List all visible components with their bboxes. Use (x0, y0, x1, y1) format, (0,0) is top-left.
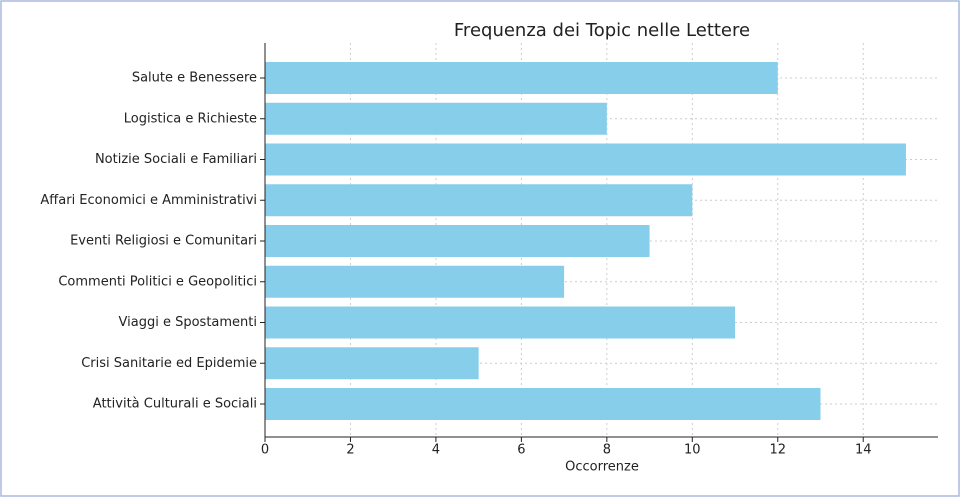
y-tick-label: Eventi Religiosi e Comunitari (70, 234, 257, 249)
y-tick-label: Salute e Benessere (132, 71, 257, 86)
bar (265, 306, 736, 339)
bar (265, 62, 778, 94)
bar (265, 347, 479, 380)
y-tick-label: Commenti Politici e Geopolitici (58, 274, 257, 289)
bar (265, 388, 821, 420)
x-tick-label: 12 (769, 443, 786, 458)
bar (265, 102, 607, 135)
x-tick-label: 2 (346, 443, 354, 458)
chart-title: Frequenza dei Topic nelle Lettere (454, 20, 750, 41)
x-tick-label: 0 (261, 443, 269, 458)
y-tick-label: Affari Economici e Amministrativi (40, 193, 257, 208)
x-tick-label: 14 (855, 443, 872, 458)
x-tick-label: 10 (684, 443, 701, 458)
x-tick-label: 4 (432, 443, 440, 458)
bar (265, 265, 565, 298)
y-tick-label: Logistica e Richieste (124, 111, 257, 126)
bar (265, 225, 650, 257)
y-tick-label: Viaggi e Spostamenti (119, 315, 257, 330)
bar (265, 184, 693, 217)
y-tick-label: Crisi Sanitarie ed Epidemie (81, 356, 257, 371)
x-tick-label: 8 (603, 443, 611, 458)
x-tick-label: 6 (517, 443, 525, 458)
y-tick-label: Notizie Sociali e Familiari (95, 152, 257, 167)
x-axis-label: Occorrenze (565, 460, 639, 475)
y-tick-label: Attività Culturali e Sociali (93, 397, 257, 412)
bar (265, 143, 906, 176)
